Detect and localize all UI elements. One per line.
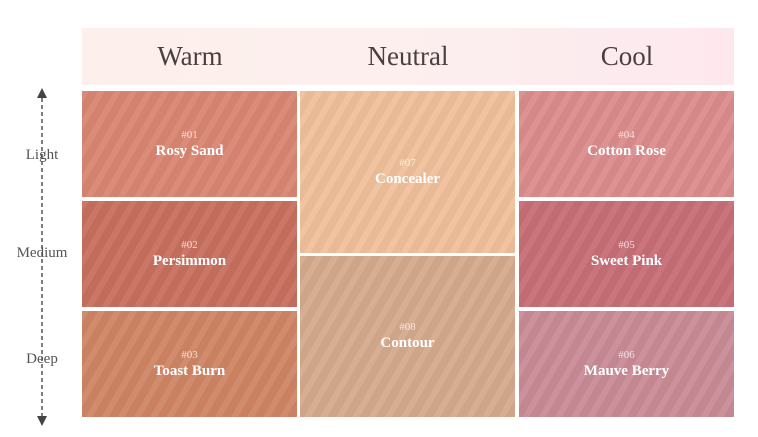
column-header: Cool	[600, 41, 654, 71]
swatch-name: Sweet Pink	[590, 252, 663, 269]
swatch-number: #03	[181, 348, 198, 361]
swatch: #07 Concealer	[300, 91, 515, 253]
column-header: Neutral	[367, 41, 449, 71]
swatch-name: Persimmon	[152, 252, 227, 269]
swatch-number: #05	[618, 238, 635, 251]
swatch-name: Cotton Rose	[587, 142, 666, 159]
swatch-number: #07	[399, 156, 416, 169]
swatch-name: Rosy Sand	[155, 142, 224, 159]
column-header: Warm	[157, 41, 223, 71]
swatch-number: #08	[399, 321, 416, 333]
swatch-name: Toast Burn	[153, 362, 226, 379]
swatch-number: #02	[181, 238, 198, 251]
row-label: Light	[25, 147, 59, 163]
swatch: #08 Contour	[300, 256, 515, 417]
swatch-number: #06	[618, 348, 635, 361]
depth-arrow	[37, 88, 47, 426]
swatch-number: #01	[181, 128, 198, 141]
swatch: #01 Rosy Sand	[82, 91, 297, 197]
swatch-name: Contour	[380, 335, 435, 351]
row-label: Medium	[16, 245, 68, 261]
row-label: Deep	[26, 351, 58, 367]
swatch: #05 Sweet Pink	[519, 201, 734, 307]
swatch-name: Mauve Berry	[583, 362, 670, 379]
swatch: #04 Cotton Rose	[519, 91, 734, 197]
swatch: #02 Persimmon	[82, 201, 297, 307]
swatch-number: #04	[618, 128, 635, 141]
swatch-name: Concealer	[375, 170, 440, 187]
header-band	[82, 28, 734, 85]
swatch: #03 Toast Burn	[82, 311, 297, 417]
swatch: #06 Mauve Berry	[519, 311, 734, 417]
